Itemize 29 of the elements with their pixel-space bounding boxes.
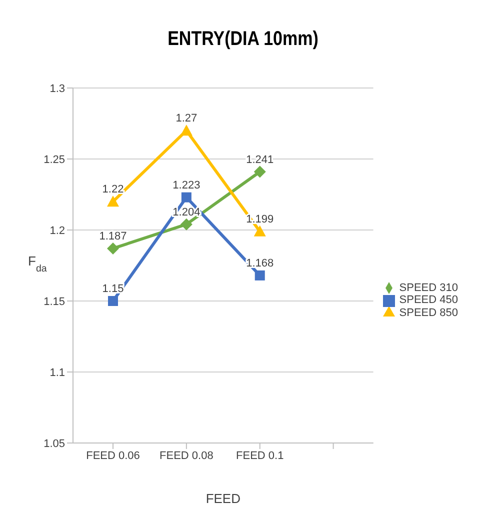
legend-label: SPEED 310 [399, 282, 458, 294]
data-label: 1.223 [172, 179, 200, 192]
x-tick-label: FEED 0.1 [236, 450, 284, 462]
y-axis-title: F$_{da}$ [28, 254, 48, 274]
x-tick-label: FEED 0.06 [86, 450, 140, 462]
point [107, 196, 119, 207]
data-label: 1.187 [99, 230, 127, 242]
legend-label: SPEED 450 [399, 294, 458, 306]
data-label: 1.22 [102, 184, 124, 196]
point [180, 124, 192, 136]
y-tick-label: 1.05 [44, 438, 65, 450]
chart-title: ENTRY(DIA 10mm) [166, 27, 320, 52]
point [180, 218, 192, 230]
y-tick-label: 1.25 [44, 154, 65, 166]
y-tick-label: 1.15 [44, 296, 65, 308]
x-axis-title: FEED [206, 491, 240, 506]
legend-label: SPEED 850 [399, 306, 458, 319]
point [254, 166, 266, 178]
x-tick-label: FEED 0.08 [160, 450, 214, 462]
y-tick-label: 1.1 [50, 366, 65, 379]
data-label: 1.27 [176, 112, 198, 125]
y-tick-label: 1.2 [50, 224, 65, 237]
point [108, 296, 118, 306]
point [181, 192, 192, 202]
y-tick-label: 1.3 [50, 82, 65, 95]
point [107, 242, 119, 254]
point [254, 225, 266, 236]
data-label: 1.241 [246, 154, 274, 166]
point [254, 270, 265, 280]
